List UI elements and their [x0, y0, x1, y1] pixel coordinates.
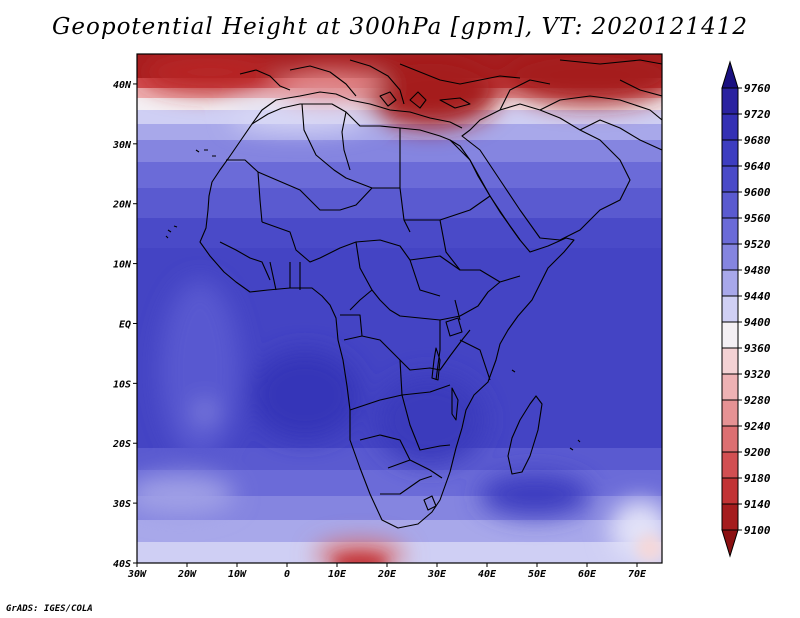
lat-tick-label: 30S — [112, 499, 131, 510]
colorbar-segment — [721, 477, 739, 505]
colorbar-label: 9100 — [744, 524, 771, 537]
colorbar-segment — [721, 191, 739, 219]
colorbar-label: 9140 — [744, 498, 771, 511]
colorbar-label: 9280 — [744, 394, 771, 407]
lon-tick-label: 0 — [284, 569, 290, 580]
lon-tick-label: 20E — [377, 569, 397, 580]
lon-tick-label: 10W — [228, 569, 247, 580]
colorbar-label: 9720 — [744, 108, 771, 121]
colorbar-segment — [721, 425, 739, 453]
colorbar-label: 9600 — [744, 186, 771, 199]
colorbar-label: 9200 — [744, 446, 771, 459]
colorbar-label: 9480 — [744, 264, 771, 277]
lat-tick-label: 10S — [113, 379, 131, 390]
colorbar-segment — [721, 269, 739, 297]
colorbar: 9760 9720 9680 9640 9600 9560 9520 9480 9440 9400… — [721, 60, 771, 558]
lon-tick-label: 60E — [578, 569, 597, 580]
colorbar-segment — [721, 347, 739, 375]
lat-tick-label: 20S — [112, 439, 131, 450]
colorbar-segment — [721, 503, 739, 531]
colorbar-label: 9440 — [744, 290, 771, 303]
colorbar-label: 9560 — [744, 212, 771, 225]
colorbar-label: 9760 — [744, 82, 771, 95]
colorbar-label: 9640 — [744, 160, 771, 173]
lon-tick-label: 40E — [478, 569, 497, 580]
lat-tick-label: 40S — [113, 559, 131, 570]
colorbar-label: 9400 — [744, 316, 771, 329]
height-field — [137, 54, 662, 563]
lat-tick-label: 10N — [113, 260, 132, 271]
lon-tick-label: 10E — [328, 569, 347, 580]
colorbar-segment — [721, 373, 739, 401]
colorbar-segment — [721, 217, 739, 245]
lon-tick-label: 70E — [628, 569, 647, 580]
lon-tick-label: 30W — [127, 569, 147, 580]
colorbar-label: 9520 — [744, 238, 771, 251]
colorbar-segment — [721, 87, 739, 115]
colorbar-segment — [721, 165, 739, 193]
colorbar-segment — [721, 295, 739, 323]
plot-frame — [136, 53, 663, 564]
colorbar-label: 9680 — [744, 134, 771, 147]
lat-tick-label: 40N — [113, 80, 132, 91]
colorbar-label: 9360 — [744, 342, 771, 355]
lat-tick-label: EQ — [119, 319, 131, 330]
lon-tick-label: 20W — [177, 569, 197, 580]
colorbar-label: 9240 — [744, 420, 771, 433]
colorbar-segment — [721, 243, 739, 271]
colorbar-label: 9320 — [744, 368, 771, 381]
lat-tick-label: 20N — [112, 200, 132, 211]
coastlines — [165, 59, 662, 529]
lon-tick-label: 30E — [427, 569, 447, 580]
lon-tick-label: 50E — [528, 569, 547, 580]
map-title: Geopotential Height at 300hPa [gpm], VT:… — [52, 14, 748, 40]
colorbar-top-arrow — [721, 60, 739, 89]
colorbar-segment — [721, 399, 739, 427]
credit-text: GrADS: IGES/COLA — [6, 604, 93, 614]
axis-ticks: 30W 20W 10W 0 10E 20E 30E 40E 50E 60E 70E 40N 30N 20N… — [112, 80, 647, 580]
colorbar-segment — [721, 321, 739, 349]
colorbar-bottom-arrow — [721, 529, 739, 558]
colorbar-segment — [721, 451, 739, 479]
lat-tick-label: 30N — [112, 140, 132, 151]
colorbar-label: 9180 — [744, 472, 771, 485]
colorbar-segment — [721, 113, 739, 141]
colorbar-segment — [721, 139, 739, 167]
